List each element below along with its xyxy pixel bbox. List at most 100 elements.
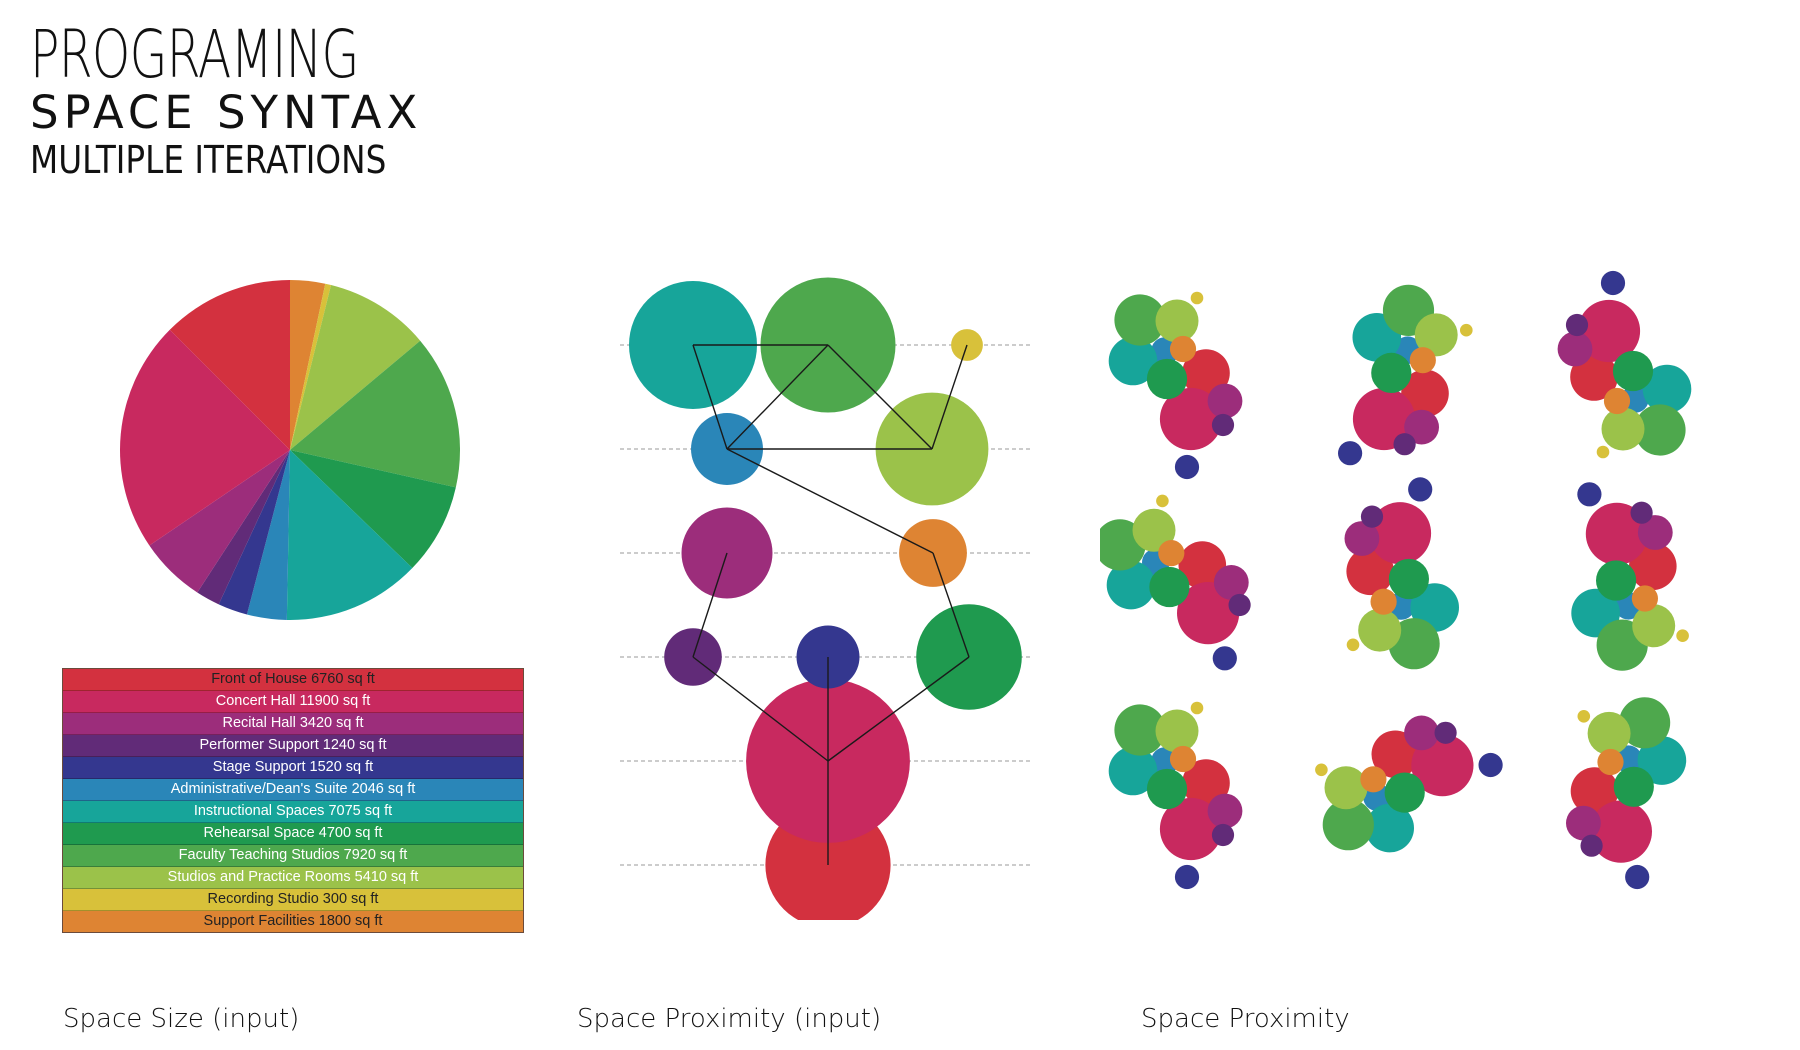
bubble-recital-hall (1637, 515, 1673, 550)
bubble-stage-support (1212, 646, 1237, 671)
title-programing: PROGRAMING (30, 16, 359, 93)
graph-link (692, 552, 728, 658)
pie-slice-recital-hall (149, 450, 290, 593)
bubble-instructional-spaces (1108, 746, 1158, 796)
bubble-front-of-house (1182, 759, 1230, 807)
bubble-rehearsal-space (1596, 560, 1637, 601)
bubble-stage-support (1174, 864, 1200, 890)
legend-row-studios-and-practice-rooms: Studios and Practice Rooms 5410 sq ft (63, 867, 523, 889)
bubble-studios-and-practice-rooms (1155, 299, 1199, 343)
bubble-recital-hall (1213, 565, 1249, 600)
bubble-studios-and-practice-rooms (1587, 711, 1631, 755)
bubble-instructional-spaces (1365, 803, 1414, 853)
bubble-studios-and-practice-rooms (1414, 313, 1458, 357)
bubble-stage-support (1577, 482, 1602, 507)
bubble-stage-support (1408, 477, 1433, 502)
pie-slice-concert-hall (119, 329, 290, 546)
bubble-recording-studio (1346, 638, 1360, 652)
legend-row-support-facilities: Support Facilities 1800 sq ft (63, 911, 523, 932)
bubble-rehearsal-space (1384, 772, 1425, 813)
bubble-recital-hall (1404, 409, 1439, 445)
graph-link (827, 344, 933, 450)
bubble-instructional-spaces (1642, 364, 1692, 414)
bubble-instructional-spaces (1108, 336, 1158, 386)
bubble-concert-hall (1159, 797, 1223, 861)
bubble-studios-and-practice-rooms (1601, 407, 1645, 451)
bubble-stage-support (1338, 441, 1363, 466)
pie-slice-studios-and-practice-rooms (290, 285, 421, 450)
bubble-faculty-teaching-studios (1114, 704, 1166, 756)
bubble-studios-and-practice-rooms (1155, 709, 1199, 753)
bubble-stage-support (1625, 864, 1650, 890)
bubble-front-of-house (1401, 369, 1449, 418)
graph-link (931, 344, 968, 450)
bubble-performer-support (1393, 433, 1416, 456)
bubble-recording-studio (1596, 445, 1610, 459)
bubble-stage-support (1600, 270, 1626, 296)
bubble-rehearsal-space (1371, 352, 1412, 393)
bubble-faculty-teaching-studios (1322, 799, 1374, 851)
bubble-studios-and-practice-rooms (1132, 508, 1176, 552)
bubble-rehearsal-space (1149, 566, 1190, 608)
bubble-recital-hall (1404, 715, 1439, 751)
bubble-support-facilities (1603, 387, 1631, 415)
legend-row-instructional-spaces: Instructional Spaces 7075 sq ft (63, 801, 523, 823)
graph-nodes (629, 277, 1022, 920)
bubble-front-of-house (1570, 353, 1618, 401)
bubble-concert-hall (1159, 387, 1223, 451)
legend-row-faculty-teaching-studios: Faculty Teaching Studios 7920 sq ft (63, 845, 523, 867)
iteration-cluster-3 (1557, 270, 1692, 459)
bubble-studios-and-practice-rooms (1324, 766, 1368, 810)
caption-space-proximity-input: Space Proximity (input) (577, 1004, 882, 1034)
bubble-support-facilities (1370, 588, 1397, 615)
space-proximity-iterations (1100, 270, 1692, 890)
bubble-front-of-house (1346, 547, 1394, 596)
bubble-stage-support (1174, 454, 1200, 480)
pie-slice-front-of-house (169, 280, 290, 450)
graph-link (692, 656, 829, 762)
bubble-faculty-teaching-studios (1619, 697, 1671, 749)
bubble-support-facilities (1360, 766, 1387, 793)
bubble-rehearsal-space (1612, 350, 1654, 392)
bubble-recital-hall (1557, 331, 1593, 367)
bubble-studios-and-practice-rooms (1358, 608, 1402, 652)
bubble-performer-support (1434, 721, 1457, 744)
bubble-concert-hall (1589, 800, 1652, 863)
space-size-pie-chart (119, 280, 461, 620)
bubble-faculty-teaching-studios (1634, 404, 1686, 456)
iteration-cluster-8 (1315, 715, 1503, 853)
bubble-concert-hall (1368, 502, 1432, 565)
legend-row-front-of-house: Front of House 6760 sq ft (63, 669, 523, 691)
iteration-cluster-5 (1344, 477, 1459, 670)
graph-links (692, 344, 970, 865)
bubble-performer-support (1360, 505, 1384, 528)
bubble-performer-support (1580, 834, 1603, 857)
legend-row-concert-hall: Concert Hall 11900 sq ft (63, 691, 523, 713)
bubble-rehearsal-space (1388, 558, 1429, 600)
caption-space-size: Space Size (input) (63, 1004, 300, 1034)
bubble-performer-support (1211, 413, 1235, 437)
bubble-support-facilities (1631, 585, 1658, 612)
bubble-recital-hall (1566, 805, 1601, 841)
caption-space-proximity: Space Proximity (1141, 1004, 1350, 1034)
graph-link (726, 344, 829, 450)
bubble-performer-support (1211, 823, 1235, 847)
pie-slice-faculty-teaching-studios (290, 340, 461, 488)
legend-row-administrative-dean-s-suite: Administrative/Dean's Suite 2046 sq ft (63, 779, 523, 801)
bubble-recording-studio (1156, 494, 1169, 508)
bubble-rehearsal-space (1613, 766, 1654, 807)
pie-slice-rehearsal-space (290, 450, 456, 569)
bubble-rehearsal-space (1146, 358, 1188, 400)
legend-row-recording-studio: Recording Studio 300 sq ft (63, 889, 523, 911)
bubble-faculty-teaching-studios (1114, 294, 1166, 346)
pie-slice-instructional-spaces (286, 450, 413, 620)
space-size-legend: Front of House 6760 sq ft Concert Hall 11… (62, 668, 524, 933)
pie-slice-administrative-dean-s-suite (246, 450, 290, 620)
pie-slice-recording-studio (290, 283, 332, 450)
graph-link (692, 344, 728, 450)
bubble-concert-hall (1411, 734, 1474, 797)
pie-slice-performer-support (197, 450, 290, 605)
title-block: PROGRAMING SPACE SYNTAX MULTIPLE ITERATI… (30, 16, 474, 180)
bubble-support-facilities (1409, 347, 1436, 374)
bubble-support-facilities (1169, 335, 1197, 363)
